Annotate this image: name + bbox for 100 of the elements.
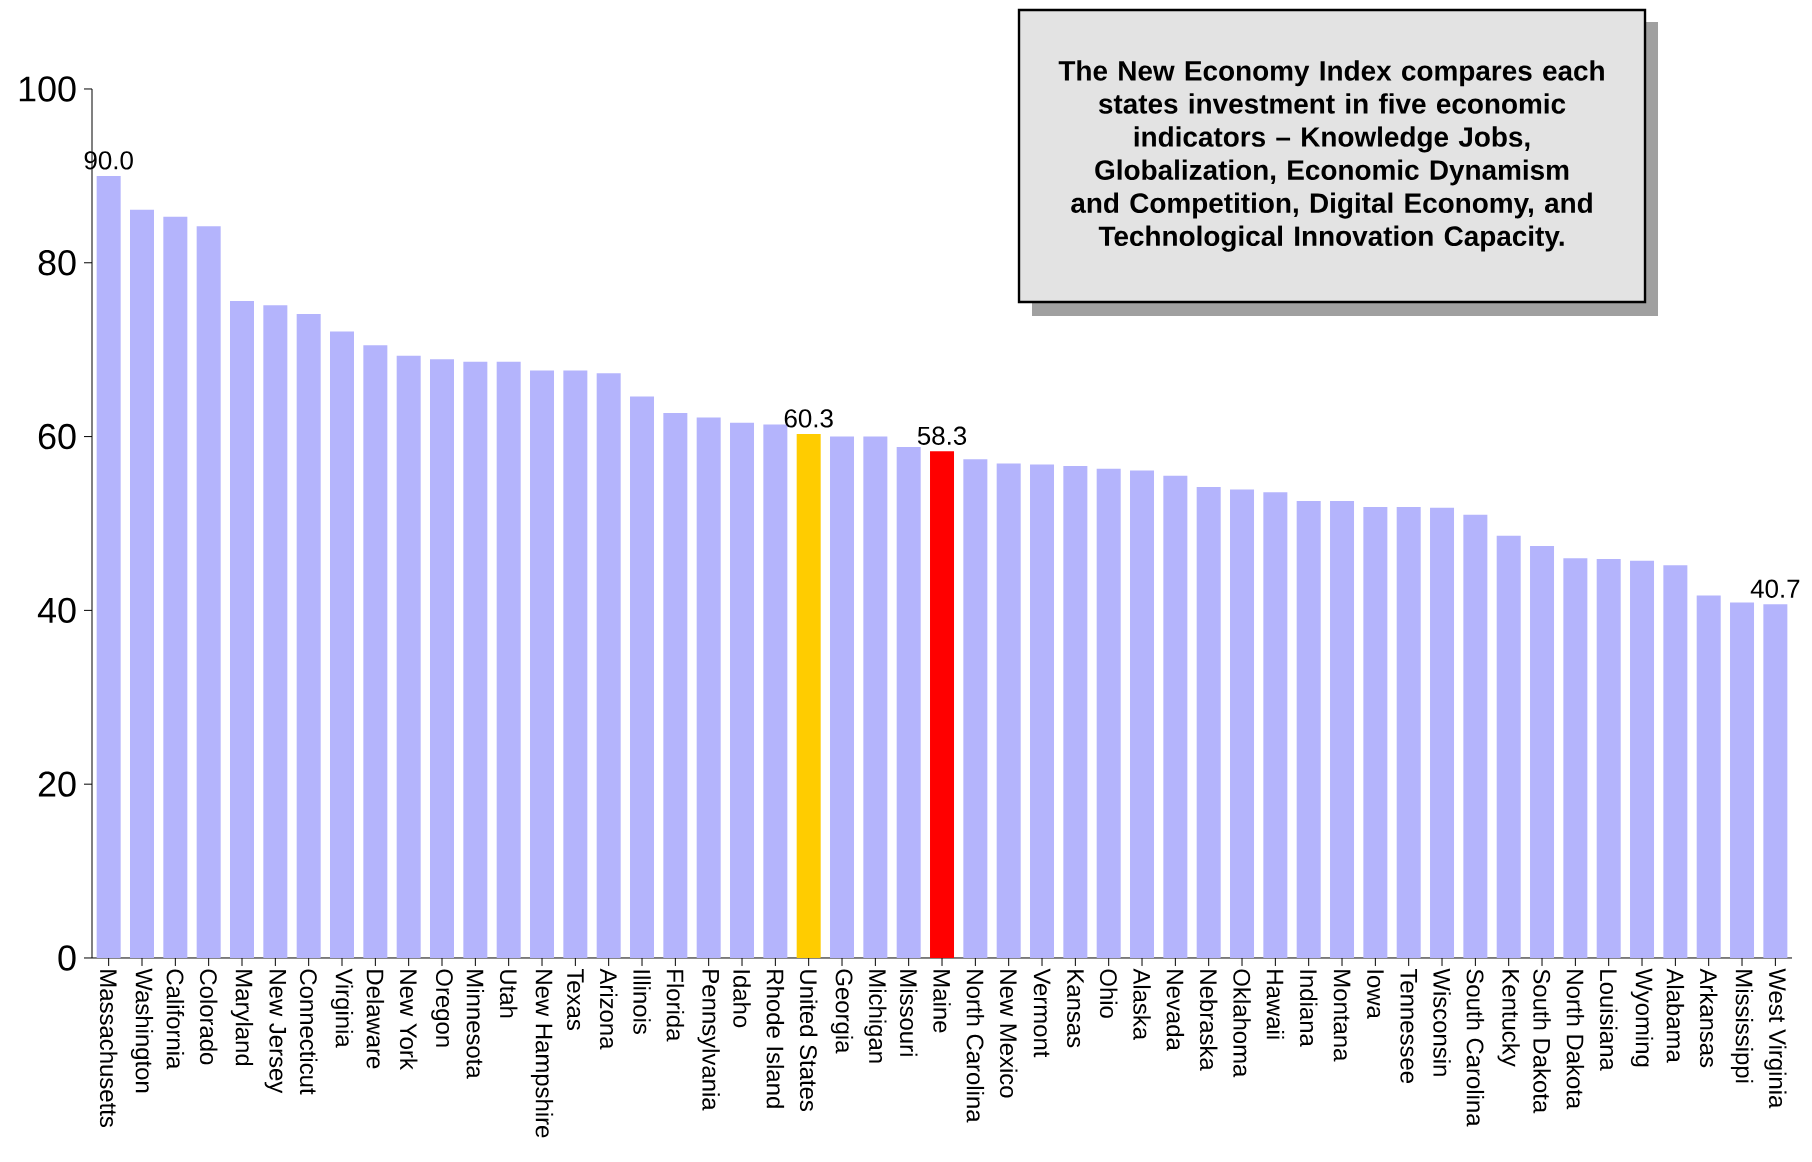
bar [996, 463, 1021, 958]
annotation: The New Economy Index compares each states investment in five economic indicators – Knowledge Jobs, Globalization, Economic Dynamism and Competition, Digital Economy, and Technological Innovation Capacity. [1058, 60, 1604, 252]
bar [1263, 492, 1288, 958]
x-tick-label: Wisconsin [1433, 968, 1451, 1076]
x-tick-label: South Carolina [1466, 969, 1485, 1127]
x-tick-label: Oregon [431, 969, 453, 1047]
bar [1530, 546, 1555, 958]
x-tick-label: Hawaii [1266, 970, 1285, 1039]
bar [196, 226, 221, 958]
bar [596, 373, 621, 958]
x-tick-label: New Mexico [999, 970, 1018, 1098]
bar [1563, 558, 1588, 958]
x-tick-label: Minnesota [466, 970, 485, 1079]
x-tick-label: Alaska [1133, 968, 1151, 1041]
bar [1663, 565, 1688, 958]
x-tick-label: Idaho [733, 970, 751, 1028]
bar [496, 361, 521, 958]
x-tick-label: North Dakota [1566, 970, 1585, 1110]
bar [963, 459, 988, 958]
y-tick-label: 60 [38, 423, 76, 450]
x-tick-label: Arizona [599, 968, 618, 1050]
x-tick-label: North Carolina [966, 970, 985, 1123]
x-tick-label: Pennsylvania [697, 970, 720, 1111]
data-label: 40.7 [1750, 579, 1800, 598]
bar [630, 396, 655, 958]
bar [1363, 506, 1388, 958]
bar [830, 436, 855, 958]
bar [330, 331, 355, 958]
x-tick-label: Alabama [1666, 968, 1685, 1063]
bar [796, 433, 821, 958]
x-tick-label: Illinois [633, 970, 651, 1034]
x-tick-label: Michigan [864, 970, 887, 1063]
bar [1130, 470, 1155, 958]
bar [1430, 507, 1455, 958]
bar [363, 345, 388, 958]
bar [463, 361, 488, 958]
x-tick-label: New Jersey [264, 970, 287, 1094]
bar [1730, 602, 1755, 958]
bar [1596, 559, 1621, 958]
y-tick-label: 80 [38, 250, 76, 276]
bar [1163, 475, 1188, 958]
y-tick-label: 100 [19, 76, 76, 102]
x-tick-label: California [166, 969, 185, 1070]
bar [1063, 466, 1088, 958]
x-tick-label: Virginia [330, 968, 354, 1048]
bar [1696, 595, 1721, 958]
bar [430, 359, 455, 958]
x-tick-label: Vermont [1033, 968, 1051, 1058]
bar [1496, 535, 1521, 958]
bar [263, 305, 288, 958]
x-tick-label: Wyoming [1630, 968, 1654, 1067]
x-tick-label: Connecticut [299, 969, 318, 1095]
bar [1630, 560, 1655, 958]
x-tick-label: Maryland [230, 970, 254, 1066]
x-tick-label: Ohio [1099, 969, 1118, 1018]
x-tick-label: Utah [499, 970, 518, 1018]
bar [1763, 604, 1788, 958]
x-tick-label: Oklahoma [1233, 969, 1251, 1078]
x-tick-label: New York [399, 970, 418, 1070]
bar [1396, 506, 1421, 958]
bar [730, 422, 755, 958]
x-tick-label: Arkansas [1699, 968, 1718, 1068]
bar [563, 370, 588, 958]
bar [863, 436, 888, 958]
x-tick-label: Nebraska [1199, 970, 1218, 1071]
bar [1196, 486, 1221, 958]
x-tick-label: Colorado [199, 969, 218, 1065]
x-tick-label: Tennessee [1400, 968, 1418, 1083]
x-tick-label: Indiana [1299, 970, 1318, 1047]
bar [696, 417, 721, 958]
x-tick-label: South Dakota [1533, 969, 1551, 1114]
x-tick-label: Kentucky [1497, 970, 1520, 1067]
data-label: 90.0 [84, 151, 133, 170]
y-tick-label: 40 [37, 597, 76, 624]
x-tick-label: Massachusetts [99, 970, 118, 1127]
bar [1030, 464, 1055, 958]
bar [230, 301, 255, 958]
x-tick-label: Rhode Island [766, 970, 785, 1108]
bar [530, 370, 555, 958]
x-tick-label: Georgia [830, 969, 854, 1054]
x-tick-label: Maine [933, 970, 951, 1033]
x-tick-label: United States [799, 970, 818, 1112]
bar [1463, 514, 1488, 958]
x-tick-label: Missouri [899, 970, 918, 1056]
x-tick-label: Louisiana [1599, 970, 1618, 1071]
x-tick-label: Mississippi [1730, 970, 1754, 1083]
bar [130, 209, 155, 958]
bar [96, 175, 121, 958]
bar [1096, 468, 1121, 958]
y-tick-label: 20 [38, 771, 76, 797]
x-tick-label: Delaware [366, 970, 385, 1069]
bar [396, 355, 421, 958]
bar [930, 451, 955, 958]
x-tick-label: Montana [1333, 970, 1351, 1062]
bar [663, 413, 688, 958]
x-tick-label: Iowa [1367, 970, 1384, 1019]
bar [1230, 489, 1255, 958]
x-tick-label: Washington [130, 968, 154, 1093]
x-tick-label: Kansas [1067, 970, 1084, 1048]
bar [296, 314, 321, 958]
